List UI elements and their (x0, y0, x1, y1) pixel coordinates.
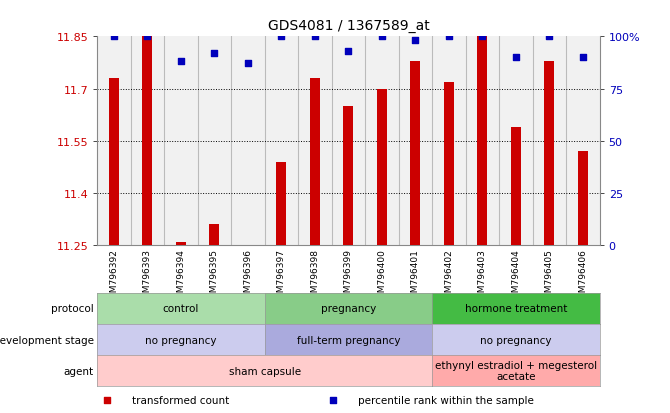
Bar (566, 37, 600, 246)
Point (176, 59, 186, 66)
Text: development stage: development stage (0, 335, 94, 345)
Bar (209, 225, 219, 246)
Bar (444, 82, 454, 246)
Point (209, 50, 220, 57)
Text: ethynyl estradiol + megesterol
acetate: ethynyl estradiol + megesterol acetate (435, 360, 597, 382)
Point (102, 396, 113, 403)
Bar (533, 37, 566, 246)
Bar (131, 37, 164, 246)
Bar (432, 37, 466, 246)
Text: full-term pregnancy: full-term pregnancy (297, 335, 400, 345)
Bar (176, 242, 186, 246)
Text: protocol: protocol (51, 304, 94, 314)
Bar (276, 162, 287, 246)
Bar (544, 62, 555, 246)
Text: sham capsule: sham capsule (228, 366, 301, 376)
Point (578, 55, 588, 61)
Polygon shape (97, 305, 105, 312)
Polygon shape (97, 367, 105, 374)
Text: no pregnancy: no pregnancy (480, 335, 551, 345)
Point (243, 61, 253, 68)
Bar (198, 37, 231, 246)
Bar (410, 62, 421, 246)
Point (477, 34, 488, 40)
Bar (365, 37, 399, 246)
Bar (298, 37, 332, 246)
Point (511, 55, 521, 61)
Text: control: control (163, 304, 199, 314)
Bar (265, 37, 298, 246)
Bar (377, 89, 387, 246)
Bar (499, 37, 533, 246)
Text: pregnancy: pregnancy (321, 304, 376, 314)
Bar (466, 37, 499, 246)
Bar (142, 37, 153, 246)
Text: percentile rank within the sample: percentile rank within the sample (358, 394, 535, 405)
Point (310, 34, 320, 40)
Bar (477, 37, 487, 246)
Bar (164, 37, 198, 246)
Bar (109, 79, 119, 246)
Bar (343, 107, 354, 246)
Polygon shape (97, 336, 105, 343)
Text: transformed count: transformed count (132, 394, 230, 405)
Title: GDS4081 / 1367589_at: GDS4081 / 1367589_at (267, 19, 429, 33)
Point (142, 34, 153, 40)
Point (377, 34, 387, 40)
Bar (231, 37, 265, 246)
Point (109, 34, 119, 40)
Bar (399, 37, 432, 246)
Point (276, 34, 287, 40)
Bar (97, 37, 131, 246)
Point (444, 34, 454, 40)
Point (328, 396, 338, 403)
Bar (511, 128, 521, 246)
Bar (578, 152, 588, 246)
Text: no pregnancy: no pregnancy (145, 335, 216, 345)
Bar (310, 79, 320, 246)
Point (410, 38, 421, 45)
Text: hormone treatment: hormone treatment (465, 304, 567, 314)
Point (544, 34, 555, 40)
Point (343, 48, 354, 55)
Bar (332, 37, 365, 246)
Text: agent: agent (64, 366, 94, 376)
